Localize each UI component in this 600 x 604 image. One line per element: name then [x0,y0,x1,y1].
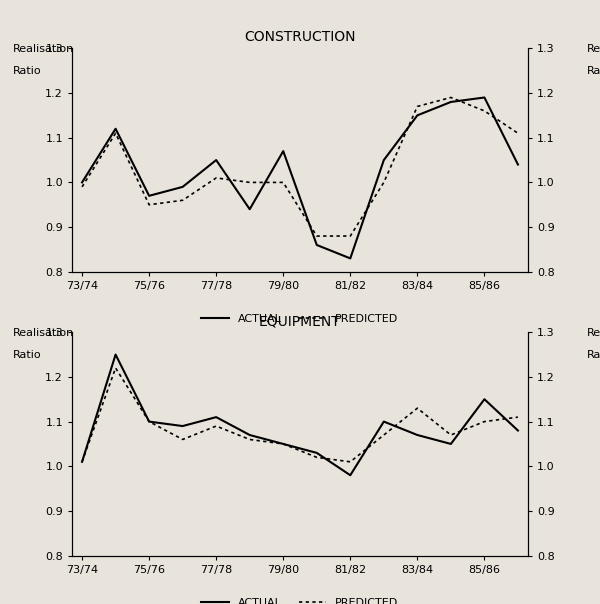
PREDICTED [280,179,287,186]
Line: ACTUAL: ACTUAL [82,97,518,259]
ACTUAL [514,161,521,168]
ACTUAL [112,351,119,358]
PREDICTED [514,414,521,421]
ACTUAL [447,440,454,448]
ACTUAL [347,255,354,262]
PREDICTED [481,108,488,115]
PREDICTED [313,233,320,240]
PREDICTED [514,130,521,137]
PREDICTED [447,431,454,439]
ACTUAL [79,179,86,186]
ACTUAL [380,418,388,425]
Text: Ratio: Ratio [587,66,600,76]
ACTUAL [112,125,119,132]
ACTUAL [246,205,253,213]
PREDICTED [146,418,153,425]
Line: PREDICTED: PREDICTED [82,97,518,236]
ACTUAL [280,147,287,155]
ACTUAL [146,192,153,199]
Title: CONSTRUCTION: CONSTRUCTION [244,30,356,44]
PREDICTED [112,364,119,371]
Text: Realisation: Realisation [13,44,74,54]
ACTUAL [246,431,253,439]
ACTUAL [481,396,488,403]
ACTUAL [313,449,320,457]
PREDICTED [481,418,488,425]
ACTUAL [280,440,287,448]
PREDICTED [313,454,320,461]
ACTUAL [414,431,421,439]
Legend: ACTUAL, PREDICTED: ACTUAL, PREDICTED [197,310,403,329]
Line: ACTUAL: ACTUAL [82,355,518,475]
PREDICTED [380,179,388,186]
PREDICTED [246,179,253,186]
Line: PREDICTED: PREDICTED [82,368,518,462]
PREDICTED [212,175,220,182]
ACTUAL [179,422,186,429]
Text: Ratio: Ratio [13,350,41,360]
ACTUAL [79,458,86,466]
ACTUAL [514,427,521,434]
PREDICTED [347,233,354,240]
Text: Realisation: Realisation [587,328,600,338]
PREDICTED [414,405,421,412]
PREDICTED [179,436,186,443]
PREDICTED [447,94,454,101]
ACTUAL [447,98,454,106]
PREDICTED [146,201,153,208]
ACTUAL [380,156,388,164]
ACTUAL [481,94,488,101]
Legend: ACTUAL, PREDICTED: ACTUAL, PREDICTED [197,594,403,604]
ACTUAL [212,414,220,421]
PREDICTED [246,436,253,443]
PREDICTED [79,183,86,190]
PREDICTED [380,431,388,439]
Text: Ratio: Ratio [587,350,600,360]
Text: Realisation: Realisation [13,328,74,338]
PREDICTED [179,197,186,204]
PREDICTED [280,440,287,448]
PREDICTED [212,422,220,429]
ACTUAL [146,418,153,425]
ACTUAL [212,156,220,164]
PREDICTED [112,130,119,137]
Title: EQUIPMENT: EQUIPMENT [259,314,341,328]
ACTUAL [179,183,186,190]
PREDICTED [347,458,354,466]
ACTUAL [414,112,421,119]
Text: Ratio: Ratio [13,66,41,76]
ACTUAL [347,472,354,479]
PREDICTED [79,458,86,466]
Text: Realisation: Realisation [587,44,600,54]
PREDICTED [414,103,421,110]
ACTUAL [313,242,320,249]
